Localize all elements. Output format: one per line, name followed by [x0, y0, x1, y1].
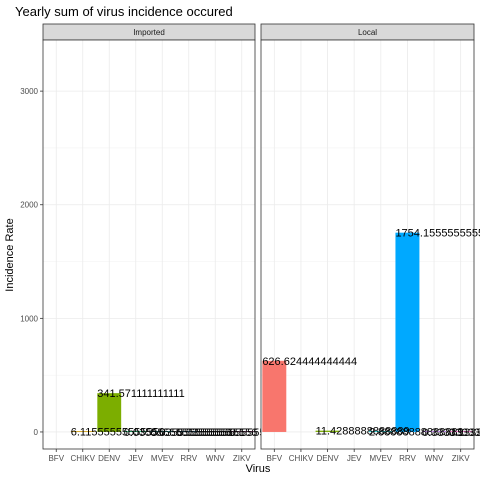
- data-label-bfv: 626.624444444444: [262, 356, 357, 368]
- x-tick-label-rrv: RRV: [180, 454, 197, 463]
- y-tick-label: 1000: [20, 314, 38, 323]
- y-tick-label: 3000: [20, 87, 38, 96]
- x-tick-label-chikv: CHIKV: [289, 454, 314, 463]
- x-tick-label-jev: JEV: [347, 454, 362, 463]
- x-axis-title: Virus: [246, 463, 271, 475]
- x-tick-label-mvev: MVEV: [369, 454, 392, 463]
- bar-rrv: [395, 233, 419, 432]
- bar-bfv: [262, 361, 286, 432]
- facet-panel-imported: Imported6.11555555555556341.571111111111…: [43, 24, 284, 463]
- x-tick-label-rrv: RRV: [399, 454, 416, 463]
- y-tick-label: 2000: [20, 201, 38, 210]
- facet-panel-local: Local626.62444444444411.42888888888892.8…: [261, 24, 480, 463]
- x-tick-label-wnv: WNV: [206, 454, 225, 463]
- x-tick-label-zikv: ZIKV: [452, 454, 470, 463]
- panel-background: [261, 40, 474, 449]
- data-label-zikv: 0.1: [230, 427, 245, 439]
- data-label-rrv: 1754.15555555556: [395, 228, 480, 240]
- chart-title: Yearly sum of virus incidence occured: [15, 4, 233, 19]
- data-label-zikv: 0.133333333333333: [449, 427, 480, 439]
- x-tick-label-mvev: MVEV: [151, 454, 174, 463]
- x-tick-label-denv: DENV: [98, 454, 121, 463]
- facet-strip-label: Imported: [133, 28, 165, 37]
- facet-strip-label: Local: [358, 28, 377, 37]
- x-tick-label-wnv: WNV: [425, 454, 444, 463]
- data-label-denv: 341.571111111111: [97, 388, 184, 400]
- y-tick-label: 0: [34, 428, 39, 437]
- x-tick-label-bfv: BFV: [48, 454, 64, 463]
- x-tick-label-jev: JEV: [128, 454, 143, 463]
- x-tick-label-chikv: CHIKV: [71, 454, 96, 463]
- y-axis-title: Incidence Rate: [4, 218, 16, 291]
- x-tick-label-denv: DENV: [316, 454, 339, 463]
- x-tick-label-zikv: ZIKV: [233, 454, 251, 463]
- x-tick-label-bfv: BFV: [267, 454, 283, 463]
